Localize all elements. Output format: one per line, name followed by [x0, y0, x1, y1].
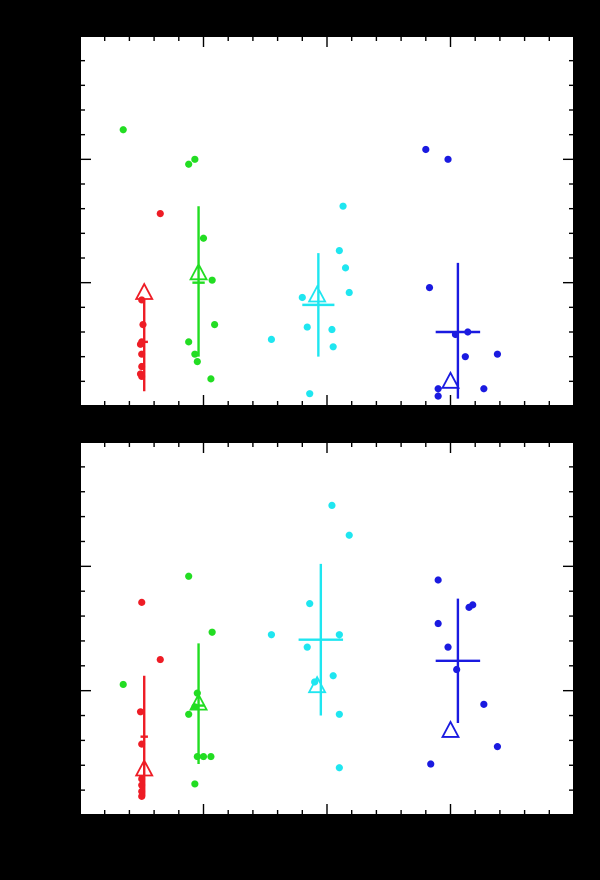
cyan-point — [306, 600, 314, 608]
cyan-point — [335, 631, 343, 639]
green-group — [119, 572, 216, 788]
cyan-group — [267, 501, 353, 772]
x-tick-label: 30 — [435, 827, 466, 855]
green-group — [119, 126, 219, 383]
blue-triangle-marker — [441, 370, 460, 389]
blue-point — [434, 619, 442, 628]
green-point — [211, 321, 219, 329]
blue-point — [480, 385, 488, 393]
semimajor-axis-label: Большая полуось (а. е.) — [246, 863, 409, 878]
blue-group — [422, 145, 502, 400]
blue-point — [453, 665, 461, 674]
x-tick-label: 0 — [72, 827, 87, 855]
cyan-point — [341, 264, 350, 272]
blue-point — [434, 576, 442, 584]
green-point — [193, 358, 201, 366]
marks-layer — [119, 126, 502, 800]
y-tick-label: 0.1 — [30, 140, 58, 178]
cyan-point — [335, 764, 343, 772]
cyan-point — [267, 335, 276, 343]
blue-point — [444, 155, 452, 163]
green-point — [191, 780, 199, 788]
ticks-layer — [79, 35, 575, 816]
y-tick-label: 0 — [30, 398, 58, 413]
blue-point — [425, 284, 434, 292]
green-point — [119, 680, 127, 689]
red-triangle-marker — [134, 282, 154, 300]
blue-triangle-marker — [441, 720, 460, 738]
cyan-point — [306, 390, 314, 398]
green-point — [199, 234, 208, 242]
cyan-point — [328, 325, 336, 334]
blue-point — [444, 643, 452, 651]
red-point — [136, 708, 145, 716]
green-point — [191, 155, 199, 163]
blue-group — [427, 576, 502, 768]
green-point — [185, 710, 193, 718]
blue-point — [469, 601, 477, 609]
inclination-axis-label: Наклонение (°) — [9, 576, 24, 680]
blue-point — [434, 392, 442, 400]
cyan-triangle-marker — [307, 284, 327, 303]
red-point — [156, 210, 164, 218]
y-tick-label: 0.05 — [30, 256, 58, 309]
green-triangle-marker — [189, 262, 209, 281]
cyan-point — [339, 202, 347, 210]
blue-point — [461, 353, 469, 361]
green-point — [208, 628, 216, 636]
x-tick-label: 10 — [188, 827, 219, 855]
cyan-point — [335, 710, 343, 718]
blue-point — [493, 743, 502, 751]
cyan-point — [267, 631, 276, 639]
green-point — [208, 276, 216, 284]
blue-point — [427, 760, 435, 768]
blue-point — [434, 385, 442, 393]
green-point — [185, 160, 193, 168]
red-point — [138, 598, 146, 606]
green-point — [185, 338, 193, 346]
green-point — [207, 375, 215, 383]
cyan-triangle-marker — [307, 675, 327, 694]
green-point — [193, 752, 201, 761]
y-tick-label: 3 — [30, 434, 58, 449]
green-point — [185, 572, 193, 580]
y-tick-label: 0 — [30, 807, 58, 822]
green-point — [199, 752, 208, 761]
cyan-point — [298, 293, 306, 302]
cyan-point — [345, 531, 353, 539]
red-group — [134, 210, 164, 392]
cyan-point — [303, 323, 311, 331]
y-tick-label: 1 — [30, 683, 58, 698]
blue-point — [480, 700, 488, 708]
y-tick-label: 2 — [30, 559, 58, 574]
cyan-point — [303, 643, 311, 651]
red-point — [139, 321, 147, 329]
x-tick-label: 40 — [559, 827, 590, 855]
blue-point — [493, 350, 502, 358]
green-point — [119, 126, 127, 134]
cyan-point — [329, 343, 337, 351]
cyan-group — [267, 202, 353, 398]
blue-point — [422, 145, 430, 154]
cyan-point — [335, 247, 343, 255]
cyan-point — [329, 672, 337, 680]
red-group — [134, 598, 164, 800]
green-point — [207, 752, 215, 761]
x-tick-label: 20 — [312, 827, 343, 855]
inclination-plot-area — [79, 441, 575, 816]
green-triangle-marker — [189, 692, 209, 711]
eccentricity-plot-area — [79, 35, 575, 407]
red-point — [156, 655, 164, 664]
eccentricity-axis-label: Эксцентриситет — [9, 164, 24, 277]
y-tick-label: 0.15 — [30, 9, 58, 62]
cyan-point — [345, 288, 353, 297]
red-triangle-marker — [134, 758, 154, 777]
green-point — [191, 350, 199, 358]
cyan-point — [328, 501, 336, 510]
